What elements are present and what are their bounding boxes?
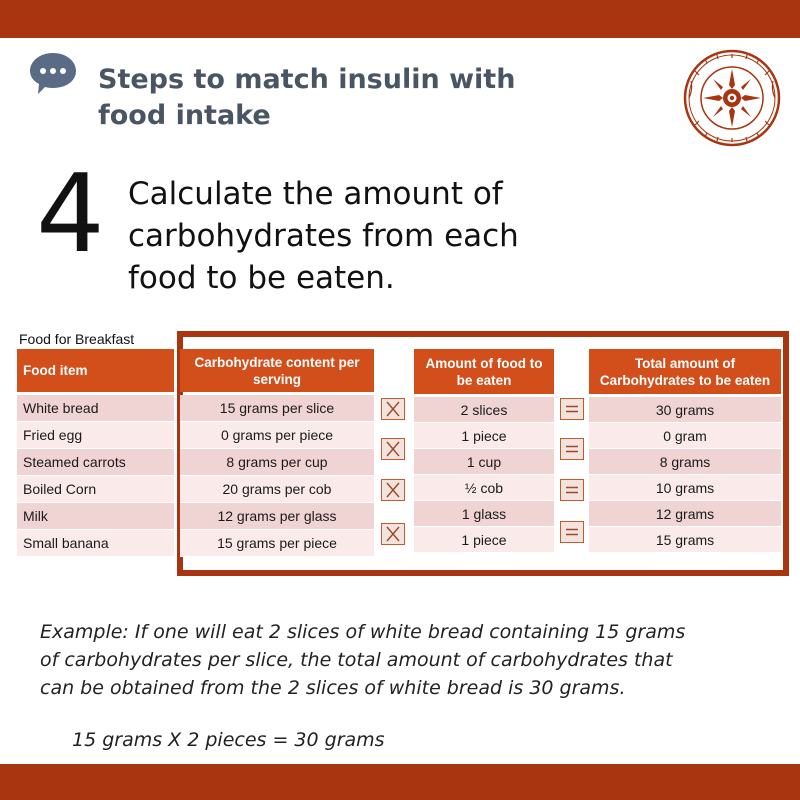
equals-icon [560, 438, 584, 460]
title-line-1: Steps to match insulin with [98, 64, 516, 95]
multiply-icon [381, 438, 405, 460]
table-cell-total: 8 grams [589, 449, 781, 475]
table-cell-amount: 1 piece [414, 527, 554, 553]
step-description: Calculate the amount of carbohydrates fr… [128, 173, 608, 299]
table-cell-amount: ½ cob [414, 475, 554, 501]
table-cell-total: 15 grams [589, 527, 781, 553]
title-line-2: food intake [98, 100, 271, 131]
example-line-3: can be obtained from the 2 slices of whi… [40, 677, 626, 699]
table-cell-food: Small banana [17, 530, 174, 557]
multiply-icon [381, 479, 405, 501]
chat-bubble-icon [28, 51, 78, 95]
bottom-banner [0, 764, 800, 800]
table-cell-amount: 1 piece [414, 423, 554, 449]
step-number: 4 [36, 152, 105, 277]
example-line-1: Example: If one will eat 2 slices of whi… [40, 621, 686, 643]
table-cell-total: 30 grams [589, 397, 781, 423]
table-cell-carb: 15 grams per slice [180, 395, 374, 422]
multiply-icon [381, 398, 405, 420]
step-line-1: Calculate the amount of [128, 176, 503, 212]
table-cell-carb: 0 grams per piece [180, 422, 374, 449]
table-cell-food: Steamed carrots [17, 449, 174, 476]
header-amount-eaten: Amount of food to be eaten [414, 349, 554, 394]
header-total-carbs: Total amount of Carbohydrates to be eate… [589, 349, 781, 394]
equals-icon [560, 398, 584, 420]
table-caption: Food for Breakfast [19, 331, 135, 347]
header-carb-content: Carbohydrate content per serving [180, 349, 374, 392]
step-line-3: food to be eaten. [128, 260, 395, 296]
example-paragraph: Example: If one will eat 2 slices of whi… [40, 618, 780, 702]
table-cell-amount: 2 slices [414, 397, 554, 423]
example-line-2: of carbohydrates per slice, the total am… [40, 649, 673, 671]
multiply-icon [381, 523, 405, 545]
society-seal-logo [683, 49, 781, 147]
table-cell-food: Milk [17, 503, 174, 530]
top-banner [0, 0, 800, 38]
example-formula: 15 grams X 2 pieces = 30 grams [72, 729, 385, 751]
table-cell-carb: 20 grams per cob [180, 476, 374, 503]
table-cell-carb: 15 grams per piece [180, 530, 374, 557]
header-food-item: Food item [17, 349, 174, 392]
table-cell-food: Boiled Corn [17, 476, 174, 503]
equals-icon [560, 521, 584, 543]
step-line-2: carbohydrates from each [128, 218, 519, 254]
table-cell-food: Fried egg [17, 422, 174, 449]
table-cell-food: White bread [17, 395, 174, 422]
table-cell-amount: 1 cup [414, 449, 554, 475]
table-cell-amount: 1 glass [414, 501, 554, 527]
equals-icon [560, 479, 584, 501]
table-cell-carb: 8 grams per cup [180, 449, 374, 476]
table-cell-total: 10 grams [589, 475, 781, 501]
table-cell-carb: 12 grams per glass [180, 503, 374, 530]
page-title: Steps to match insulin with food intake [98, 62, 515, 134]
table-cell-total: 0 gram [589, 423, 781, 449]
table-cell-total: 12 grams [589, 501, 781, 527]
